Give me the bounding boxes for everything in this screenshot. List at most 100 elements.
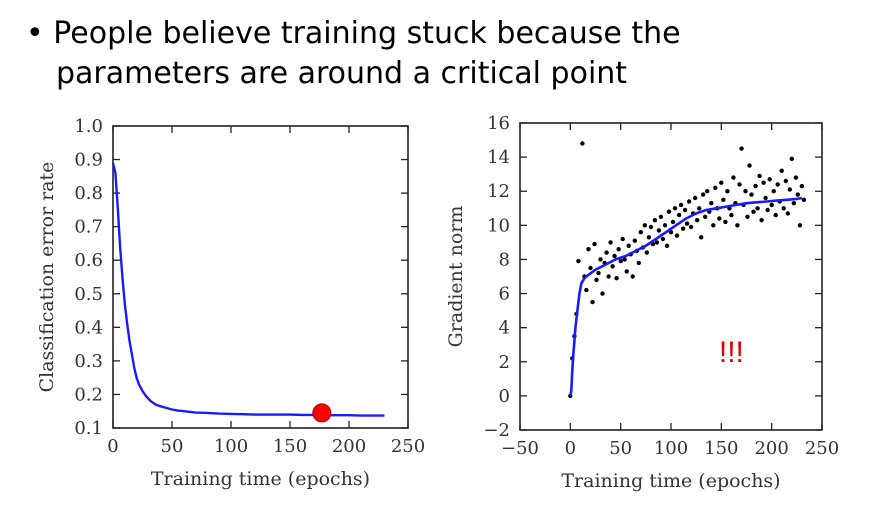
- y-tick-label: 14: [487, 147, 510, 168]
- exclamation-annotation: !!!: [719, 336, 744, 369]
- y-tick-label: 6: [499, 284, 510, 305]
- gradient-norm-point: [584, 287, 589, 293]
- gradient-norm-point: [598, 257, 603, 262]
- gradient-norm-point: [662, 223, 668, 228]
- gradient-norm-point: [693, 195, 698, 201]
- y-tick-label: 8: [499, 249, 510, 270]
- gradient-norm-point: [737, 182, 742, 187]
- gradient-norm-point: [713, 185, 718, 190]
- gradient-norm-point: [765, 207, 770, 213]
- gradient-norm-point: [668, 230, 674, 235]
- y-tick-label: 2: [499, 352, 510, 373]
- gradient-norm-point: [697, 206, 702, 211]
- error-rate-chart: 0 50 100 150 200 250 0.1 0.2 0.3 0.4 0.5 0.6 0.7 0.8 0…: [36, 116, 425, 490]
- gradient-norm-point: [646, 235, 652, 240]
- gradient-norm-point: [620, 236, 625, 242]
- gradient-norm-point: [745, 214, 750, 219]
- gradient-norm-point: [781, 206, 786, 211]
- gradient-norm-point: [580, 141, 585, 146]
- gradient-norm-point: [676, 212, 682, 218]
- x-tick-label: 150: [704, 438, 738, 459]
- gradient-norm-point: [686, 199, 692, 204]
- gradient-norm-point: [757, 173, 762, 179]
- gradient-norm-point: [604, 250, 609, 255]
- gradient-norm-point: [642, 223, 647, 228]
- gradient-norm-point: [759, 218, 764, 223]
- gradient-norm-point: [648, 224, 654, 230]
- gradient-norm-point: [630, 274, 635, 279]
- x-tick-label: 200: [754, 438, 788, 459]
- gradient-norm-point: [793, 175, 798, 180]
- gradient-norm-point: [731, 175, 736, 180]
- y-tick-label: −2: [483, 420, 510, 441]
- plot-frame: [519, 122, 823, 431]
- y-tick-label: 0.6: [74, 250, 103, 271]
- gradient-norm-point: [717, 216, 722, 221]
- gradient-norm-point: [624, 269, 629, 274]
- y-tick-label: 0.7: [74, 217, 103, 238]
- gradient-norm-point: [785, 211, 790, 216]
- y-tick-label: 0.5: [74, 284, 103, 305]
- gradient-norm-point: [588, 265, 593, 271]
- gradient-norm-point: [701, 192, 706, 197]
- x-tick-label: 50: [609, 438, 632, 459]
- error-rate-line: [111, 162, 385, 417]
- x-tick-label: 0: [565, 438, 576, 459]
- gradient-norm-point: [723, 219, 728, 225]
- gradient-norm-point: [719, 180, 724, 185]
- gradient-norm-point: [779, 168, 784, 173]
- critical-point-marker: [312, 403, 332, 423]
- gradient-norm-point: [789, 156, 794, 161]
- gradient-norm-point: [797, 223, 803, 228]
- y-tick-label: 0.1: [74, 418, 103, 439]
- x-tick-label: 150: [273, 436, 307, 457]
- plot-frame: [112, 125, 409, 429]
- gradient-norm-point: [682, 207, 688, 213]
- gradient-norm-point: [612, 253, 617, 259]
- y-tick-label: 0.4: [74, 317, 103, 338]
- gradient-norm-point: [674, 233, 680, 238]
- gradient-norm-point: [761, 180, 766, 185]
- gradient-norm-point: [618, 258, 623, 264]
- y-tick-label: 0.2: [74, 384, 103, 405]
- gradient-norm-point: [787, 187, 792, 192]
- bullet-text-line-1: People believe training stuck because th…: [53, 16, 681, 51]
- y-tick-label: 0.3: [74, 351, 103, 372]
- gradient-norm-point: [664, 243, 670, 248]
- gradient-norm-point: [616, 247, 621, 252]
- gradient-norm-point: [610, 264, 615, 269]
- x-tick-label: 0: [107, 436, 118, 457]
- gradient-norm-point: [783, 178, 788, 184]
- y-tick-label: 12: [487, 181, 510, 202]
- gradient-norm-point: [622, 257, 627, 262]
- gradient-norm-point: [729, 212, 734, 218]
- gradient-norm-trend-line: [569, 196, 803, 397]
- gradient-norm-point: [703, 214, 708, 219]
- gradient-norm-point: [606, 274, 611, 279]
- gradient-norm-point: [711, 223, 716, 228]
- gradient-norm-point: [658, 214, 664, 219]
- gradient-norm-point: [670, 219, 676, 225]
- gradient-norm-point: [638, 230, 643, 235]
- gradient-norm-point: [684, 221, 690, 226]
- gradient-norm-point: [751, 209, 756, 214]
- gradient-norm-point: [791, 201, 796, 206]
- gradient-norm-point: [725, 189, 730, 194]
- gradient-norm-point: [767, 177, 772, 182]
- x-tick-label: 50: [161, 436, 184, 457]
- y-tick-label: 10: [487, 215, 510, 236]
- gradient-norm-point: [590, 299, 595, 305]
- gradient-norm-point: [705, 189, 710, 194]
- gradient-norm-point: [688, 224, 694, 230]
- gradient-norm-point: [594, 277, 599, 283]
- y-tick-label: 16: [487, 113, 510, 134]
- gradient-norm-point: [801, 197, 807, 202]
- slide-bullet-text: • People believe training stuck because …: [26, 14, 681, 94]
- y-tick-label: 0.9: [74, 150, 103, 171]
- gradient-norm-point: [709, 201, 714, 206]
- gradient-norm-point: [592, 241, 597, 247]
- gradient-norm-point: [596, 270, 601, 276]
- y-tick-label: 4: [499, 318, 510, 339]
- gradient-norm-point: [749, 192, 754, 197]
- gradient-norm-point: [652, 218, 658, 223]
